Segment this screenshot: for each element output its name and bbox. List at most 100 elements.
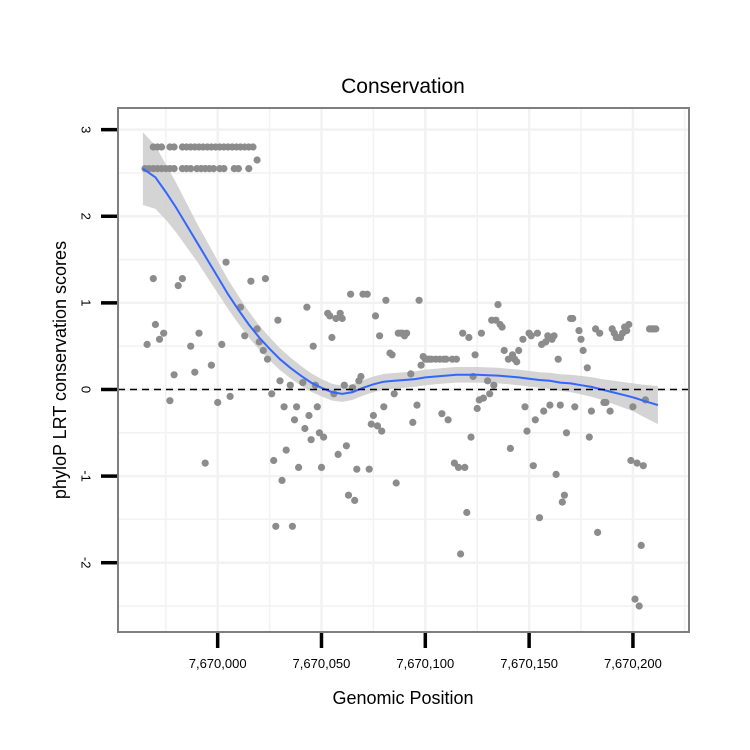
data-point bbox=[170, 165, 178, 173]
data-point bbox=[303, 303, 311, 311]
data-point bbox=[187, 165, 195, 173]
axes: 7,670,000 7,670,050 7,670,100 7,670,150 7,67… bbox=[78, 126, 661, 671]
data-point bbox=[452, 355, 460, 363]
data-point bbox=[540, 407, 548, 415]
data-point bbox=[652, 325, 660, 333]
data-point bbox=[166, 397, 174, 405]
data-point bbox=[639, 462, 647, 470]
data-point bbox=[365, 465, 373, 473]
loess-line bbox=[142, 167, 659, 407]
data-point bbox=[403, 329, 411, 337]
data-point bbox=[556, 401, 564, 409]
data-point bbox=[226, 392, 234, 400]
data-point bbox=[554, 355, 562, 363]
data-point bbox=[353, 465, 361, 473]
x-tick-label: 7,670,100 bbox=[396, 656, 454, 671]
data-point bbox=[562, 429, 571, 437]
data-point bbox=[602, 398, 610, 407]
data-point bbox=[334, 450, 342, 458]
data-point bbox=[484, 377, 492, 385]
data-point bbox=[546, 401, 554, 409]
data-point bbox=[174, 282, 182, 290]
data-point bbox=[209, 165, 218, 173]
data-point bbox=[633, 459, 641, 467]
data-point bbox=[234, 165, 242, 173]
data-point bbox=[178, 275, 186, 283]
data-point bbox=[513, 358, 521, 366]
data-point bbox=[390, 390, 398, 398]
y-tick-label: 3 bbox=[78, 126, 93, 133]
data-point bbox=[535, 514, 544, 522]
data-point bbox=[278, 476, 286, 484]
data-point bbox=[363, 290, 371, 298]
scatter-points bbox=[141, 143, 660, 610]
data-point bbox=[465, 333, 473, 342]
data-point bbox=[222, 258, 230, 266]
data-point bbox=[417, 361, 425, 369]
data-point bbox=[515, 346, 523, 355]
data-point bbox=[247, 277, 255, 285]
x-tick-label: 7,670,150 bbox=[500, 656, 558, 671]
data-point bbox=[444, 416, 452, 424]
data-point bbox=[623, 327, 631, 335]
data-point bbox=[569, 314, 577, 323]
data-point bbox=[317, 463, 326, 471]
data-point bbox=[486, 390, 494, 398]
data-point bbox=[245, 165, 253, 173]
data-point bbox=[320, 433, 328, 441]
data-point bbox=[380, 403, 388, 411]
data-point bbox=[263, 355, 272, 363]
data-point bbox=[378, 427, 386, 435]
data-point bbox=[637, 541, 645, 550]
data-point bbox=[160, 329, 168, 337]
data-point bbox=[471, 351, 479, 359]
data-point bbox=[490, 381, 498, 389]
data-point bbox=[344, 491, 353, 499]
data-point bbox=[201, 459, 209, 467]
data-point bbox=[500, 346, 508, 355]
data-point bbox=[442, 355, 450, 363]
data-point bbox=[307, 436, 315, 444]
data-point bbox=[519, 335, 527, 343]
data-point bbox=[523, 427, 531, 435]
data-point bbox=[579, 346, 587, 355]
data-point bbox=[293, 403, 301, 411]
data-point bbox=[309, 342, 317, 350]
data-point bbox=[415, 296, 423, 304]
data-point bbox=[373, 422, 382, 430]
data-point bbox=[521, 403, 529, 411]
y-tick-label: -1 bbox=[78, 470, 93, 482]
data-point bbox=[357, 372, 365, 381]
data-point bbox=[376, 332, 384, 340]
data-point bbox=[560, 491, 569, 499]
data-point bbox=[585, 433, 593, 441]
chart-title: Conservation bbox=[341, 75, 465, 98]
data-point bbox=[494, 301, 502, 309]
data-point bbox=[261, 275, 269, 283]
data-point bbox=[158, 143, 166, 151]
data-point bbox=[583, 364, 591, 372]
data-point bbox=[479, 394, 487, 402]
data-point bbox=[575, 327, 583, 335]
y-axis-title: phyloP LRT conservation scores bbox=[50, 241, 70, 499]
x-tick-label: 7,670,200 bbox=[604, 656, 662, 671]
y-tick-label: -2 bbox=[78, 557, 93, 569]
data-point bbox=[529, 462, 537, 470]
data-point bbox=[220, 165, 228, 173]
data-point bbox=[253, 156, 261, 164]
data-point bbox=[407, 370, 415, 378]
y-tick-label: 2 bbox=[78, 213, 93, 220]
data-point bbox=[587, 407, 596, 415]
data-point bbox=[369, 411, 377, 420]
data-point bbox=[276, 377, 284, 385]
data-point bbox=[550, 332, 558, 340]
data-point bbox=[347, 290, 355, 298]
data-point bbox=[409, 418, 417, 426]
data-point bbox=[282, 446, 290, 454]
data-point bbox=[270, 456, 278, 465]
data-point bbox=[207, 361, 215, 369]
data-point bbox=[149, 275, 157, 283]
data-point bbox=[253, 325, 261, 333]
data-point bbox=[305, 411, 313, 420]
